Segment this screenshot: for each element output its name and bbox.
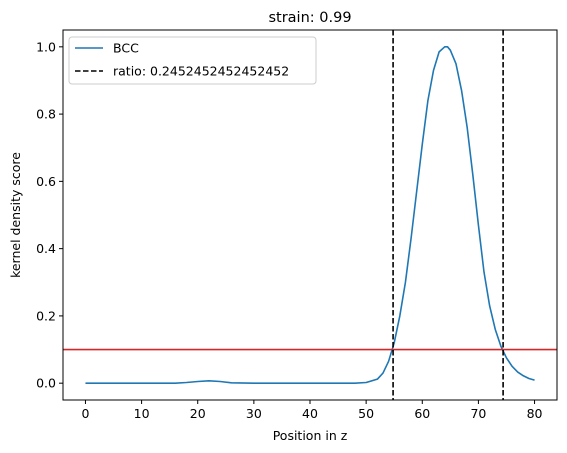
y-tick-label: 0.4 bbox=[36, 241, 56, 256]
x-tick-label: 40 bbox=[302, 406, 318, 421]
legend: BCC ratio: 0.2452452452452452 bbox=[68, 36, 317, 85]
x-tick-label: 30 bbox=[246, 406, 262, 421]
x-tick-label: 60 bbox=[414, 406, 430, 421]
y-tick-label: 0.2 bbox=[36, 308, 56, 323]
y-axis-label: kernel density score bbox=[8, 152, 23, 278]
y-tick-label: 0.0 bbox=[36, 376, 56, 391]
legend-box bbox=[68, 36, 317, 85]
x-axis-label: Position in z bbox=[273, 428, 348, 443]
y-tick-label: 1.0 bbox=[36, 39, 56, 54]
legend-label-bcc: BCC bbox=[113, 41, 139, 56]
ticks: 0 10 20 30 40 50 60 70 80 0.0 0.2 0.4 0.6 0.8 1.0 bbox=[36, 39, 542, 421]
y-tick-label: 0.6 bbox=[36, 174, 56, 189]
y-tick-label: 0.8 bbox=[36, 107, 56, 122]
x-tick-label: 20 bbox=[190, 406, 206, 421]
x-tick-label: 0 bbox=[81, 406, 89, 421]
x-tick-label: 50 bbox=[358, 406, 374, 421]
chart-title: strain: 0.99 bbox=[268, 10, 351, 26]
plot-area bbox=[63, 30, 557, 400]
legend-label-ratio: ratio: 0.2452452452452452 bbox=[113, 64, 289, 79]
x-tick-label: 10 bbox=[134, 406, 150, 421]
x-tick-label: 70 bbox=[470, 406, 486, 421]
series-line-bcc bbox=[85, 46, 535, 384]
x-tick-label: 80 bbox=[527, 406, 543, 421]
